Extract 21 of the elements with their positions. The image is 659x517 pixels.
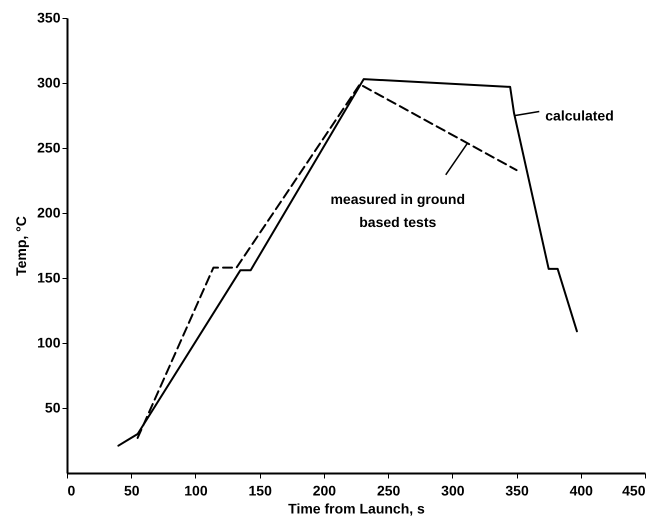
x-tick-label: 50 <box>124 482 140 498</box>
x-tick-label: 100 <box>184 482 208 498</box>
x-tick-label: 450 <box>622 482 646 498</box>
x-axis-title: Time from Launch, s <box>288 500 426 516</box>
y-tick-label: 300 <box>37 74 61 90</box>
x-tick-label: 400 <box>570 482 594 498</box>
y-tick-label: 350 <box>37 10 61 26</box>
x-tick-label: 200 <box>312 482 336 498</box>
y-axis-title: Temp, °C <box>13 216 30 276</box>
y-tick-label: 50 <box>44 400 61 416</box>
y-tick-label: 100 <box>37 334 61 350</box>
x-tick-label: 0 <box>68 482 76 498</box>
y-tick-label: 150 <box>37 270 61 286</box>
y-tick-label: 200 <box>37 204 61 220</box>
x-tick-label: 350 <box>505 482 529 498</box>
x-tick-label: 250 <box>376 482 401 498</box>
x-tick-label: 150 <box>248 482 272 498</box>
annotation: measured in ground based tests <box>330 190 466 230</box>
y-tick-label: 250 <box>37 140 61 156</box>
annotation: calculated <box>545 108 614 124</box>
x-tick-label: 300 <box>441 482 465 498</box>
